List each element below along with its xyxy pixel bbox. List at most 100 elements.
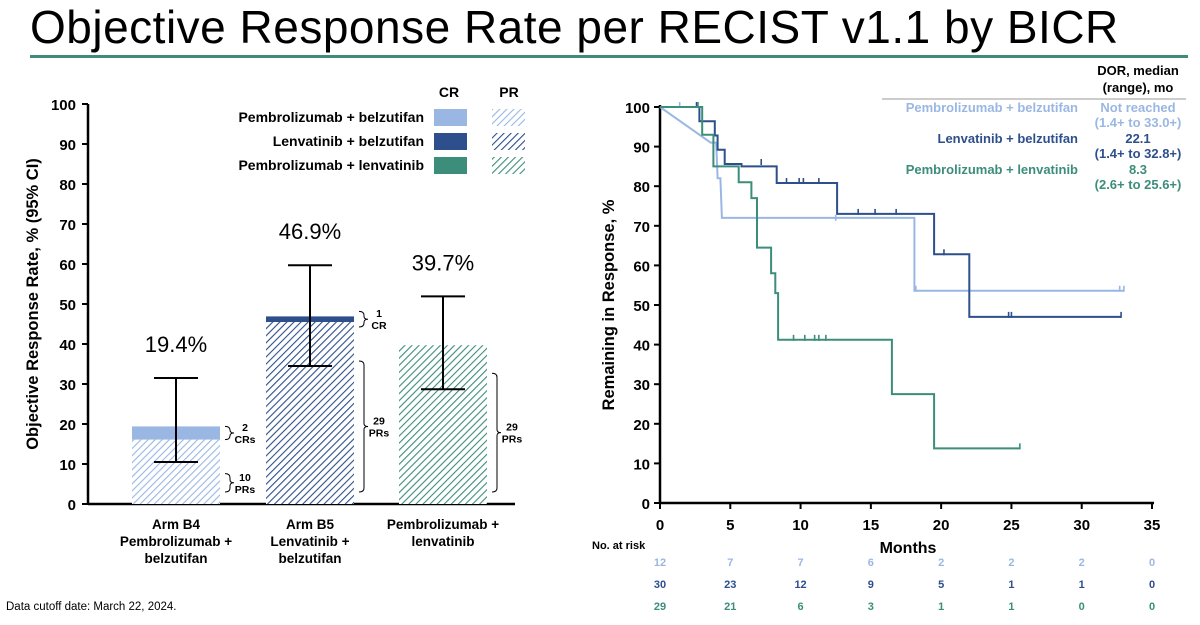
km-x-tick-label: 10 xyxy=(792,517,809,534)
category-label: lenvatinib xyxy=(411,534,474,549)
y-tick-label: 10 xyxy=(59,457,76,474)
risk-count: 21 xyxy=(724,601,736,613)
title-rule xyxy=(30,55,1188,58)
cr-note-label: CR xyxy=(371,320,387,332)
cr-note-brace xyxy=(224,425,235,441)
km-y-tick-label: 90 xyxy=(633,140,650,157)
y-tick-label: 80 xyxy=(59,177,76,194)
orr-bar-chart: 0 10 20 30 40 50 60 70 80 90 100 Objective Response… xyxy=(24,84,525,566)
legend-series-label: Lenvatinib + belzutifan xyxy=(273,133,424,149)
km-y-tick-label: 80 xyxy=(633,179,650,196)
legend-pr-swatch xyxy=(492,109,525,126)
legend-cr-header: CR xyxy=(439,84,459,100)
risk-count: 2 xyxy=(1008,557,1014,569)
risk-count: 12 xyxy=(654,557,666,569)
pr-note-label: 29 xyxy=(373,416,385,428)
bar-value-label: 19.4% xyxy=(145,332,207,357)
category-label: belzutifan xyxy=(145,551,208,566)
km-x-tick-label: 15 xyxy=(863,517,880,534)
km-legend-dor-range: (2.6+ to 25.6+) xyxy=(1095,177,1182,192)
pr-note-label: PRs xyxy=(235,484,256,496)
km-y-tick-label: 100 xyxy=(625,100,650,117)
cr-note-brace xyxy=(358,310,369,328)
category-label: Lenvatinib + xyxy=(270,534,349,549)
risk-count: 6 xyxy=(868,557,874,569)
legend-series-label: Pembrolizumab + lenvatinib xyxy=(238,157,424,173)
km-y-tick-label: 60 xyxy=(633,258,650,275)
km-legend-series-name: Lenvatinib + belzutifan xyxy=(938,131,1079,146)
risk-count: 7 xyxy=(727,557,733,569)
km-y-tick-label: 70 xyxy=(633,219,650,236)
km-y-tick-label: 10 xyxy=(633,456,650,473)
legend-cr-swatch xyxy=(434,109,467,126)
km-x-tick-label: 35 xyxy=(1144,517,1161,534)
risk-count: 5 xyxy=(938,579,944,591)
cr-note-label: 2 xyxy=(242,422,248,434)
pr-note-label: 29 xyxy=(506,422,518,434)
km-legend-header-line: DOR, median xyxy=(1097,63,1179,78)
pr-note-label: PRs xyxy=(369,428,390,440)
legend-pr-swatch xyxy=(492,157,525,174)
km-y-axis-title: Remaining in Response, % xyxy=(600,199,618,410)
cr-note-label: CRs xyxy=(234,434,255,446)
legend-cr-swatch xyxy=(434,133,467,150)
category-label: Pembrolizumab + xyxy=(120,534,232,549)
km-y-tick-label: 0 xyxy=(642,496,650,513)
slide-title: Objective Response Rate per RECIST v1.1 … xyxy=(30,1,1119,53)
risk-count: 6 xyxy=(798,601,804,613)
risk-table-label: No. at risk xyxy=(592,540,646,552)
km-legend-header-line: (range), mo xyxy=(1103,80,1174,95)
pr-note-brace xyxy=(224,473,235,493)
y-tick-label: 40 xyxy=(59,337,76,354)
risk-count: 29 xyxy=(654,601,666,613)
risk-count: 2 xyxy=(1079,557,1085,569)
y-tick-label: 100 xyxy=(51,97,76,114)
legend-series-label: Pembrolizumab + belzutifan xyxy=(238,109,424,125)
category-label: belzutifan xyxy=(279,551,342,566)
km-legend-dor-median: Not reached xyxy=(1100,100,1175,115)
legend-pr-swatch xyxy=(492,133,525,150)
y-tick-label: 60 xyxy=(59,257,76,274)
cr-note-label: 1 xyxy=(376,308,382,320)
pr-note-brace xyxy=(358,360,369,493)
risk-count: 9 xyxy=(868,579,874,591)
risk-count: 1 xyxy=(1008,601,1014,613)
risk-count: 23 xyxy=(724,579,736,591)
category-label: Pembrolizumab + xyxy=(387,517,499,532)
km-legend-dor-median: 8.3 xyxy=(1129,162,1147,177)
y-tick-label: 90 xyxy=(59,137,76,154)
risk-count: 1 xyxy=(1008,579,1014,591)
risk-count: 30 xyxy=(654,579,666,591)
y-axis-title: Objective Response Rate, % (95% CI) xyxy=(24,158,42,450)
category-label: Arm B5 xyxy=(286,517,335,532)
risk-count: 0 xyxy=(1079,601,1085,613)
y-tick-label: 0 xyxy=(68,497,76,514)
risk-count: 7 xyxy=(798,557,804,569)
risk-count: 12 xyxy=(794,579,806,591)
category-label: Arm B4 xyxy=(152,517,201,532)
km-y-tick-label: 40 xyxy=(633,338,650,355)
legend-cr-swatch xyxy=(434,157,467,174)
risk-count: 1 xyxy=(1079,579,1085,591)
bar-value-label: 39.7% xyxy=(412,250,474,275)
risk-count: 2 xyxy=(938,557,944,569)
km-legend-series-name: Pembrolizumab + lenvatinib xyxy=(906,162,1078,177)
km-x-tick-label: 30 xyxy=(1073,517,1090,534)
pr-note-label: PRs xyxy=(502,434,523,446)
km-x-tick-label: 20 xyxy=(933,517,950,534)
km-x-tick-label: 5 xyxy=(726,517,734,534)
risk-count: 0 xyxy=(1149,579,1155,591)
km-curve-line xyxy=(660,106,1122,318)
km-y-tick-label: 30 xyxy=(633,377,650,394)
risk-count: 0 xyxy=(1149,557,1155,569)
y-tick-label: 20 xyxy=(59,417,76,434)
km-legend-series-name: Pembrolizumab + belzutifan xyxy=(906,100,1078,115)
data-cutoff-footnote: Data cutoff date: March 22, 2024. xyxy=(6,601,177,613)
km-y-tick-label: 50 xyxy=(633,298,650,315)
km-legend-dor-range: (1.4+ to 32.8+) xyxy=(1095,146,1182,161)
pr-note-brace xyxy=(491,372,502,493)
km-legend-dor-range: (1.4+ to 33.0+) xyxy=(1095,115,1182,130)
km-x-axis-title: Months xyxy=(880,540,937,557)
